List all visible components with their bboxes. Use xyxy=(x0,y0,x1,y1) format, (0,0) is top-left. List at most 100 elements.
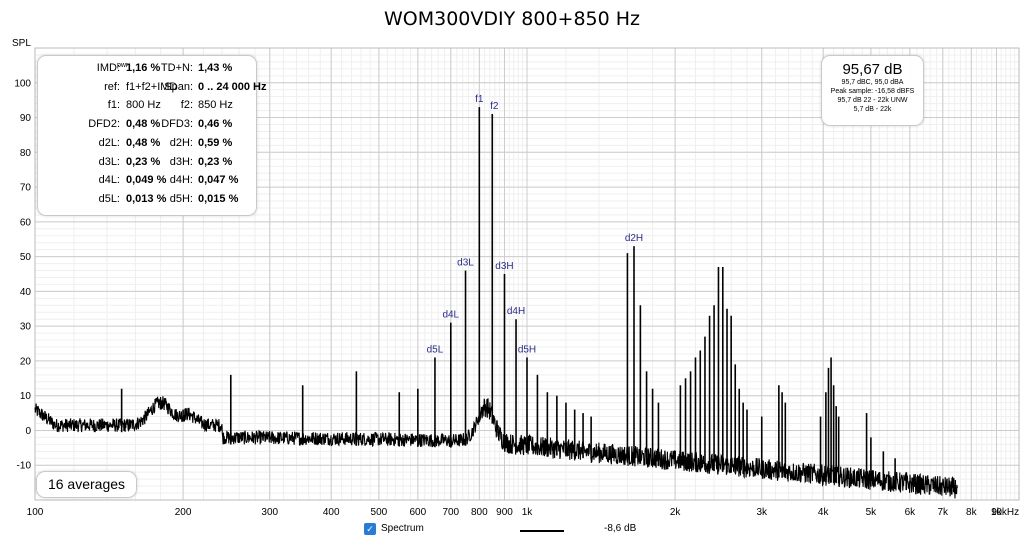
averages-badge: 16 averages xyxy=(36,471,137,498)
y-tick-label: 100 xyxy=(14,78,31,89)
imd-key-right: d3H: xyxy=(169,155,193,168)
peak-label-f1: f1 xyxy=(475,94,484,105)
imd-key-left: d4L: xyxy=(98,174,120,187)
imd-value-right: 0,23 % xyxy=(198,155,233,168)
y-tick-label: 40 xyxy=(20,287,32,298)
peak-label-d2H: d2H xyxy=(625,233,643,244)
y-tick-label: 90 xyxy=(20,113,32,124)
y-tick-label: 0 xyxy=(25,426,31,437)
imd-row: d2L: 0,48 % d2H: 0,59 % xyxy=(38,137,256,155)
imd-key-right: DFD3: xyxy=(161,118,193,131)
imd-row: f1: 800 Hz f2: 850 Hz xyxy=(38,99,256,117)
x-tick-label: 700 xyxy=(442,507,459,518)
y-axis-label: SPL xyxy=(12,38,31,49)
imd-row: d4L: 0,049 % d4H: 0,047 % xyxy=(38,174,256,192)
y-tick-label: 20 xyxy=(20,356,32,367)
x-tick-label: 3k xyxy=(756,507,768,518)
x-tick-label: 2k xyxy=(670,507,682,518)
imd-results-panel: IMD pwr:1,16 % TD+N: 1,43 % ref: f1+f2+IMD Spa… xyxy=(37,55,267,216)
x-tick-label: 900 xyxy=(496,507,513,518)
imd-value-left: 1,16 % xyxy=(126,62,161,74)
imd-key-left: IMD pwr: xyxy=(96,62,129,74)
x-tick-label: 500 xyxy=(371,507,388,518)
imd-key-right: TD+N: xyxy=(160,62,193,74)
x-tick-label: 4k xyxy=(818,507,830,518)
peak-label-d4L: d4L xyxy=(442,310,459,321)
x-tick-label: 300 xyxy=(261,507,278,518)
x-tick-label: 600 xyxy=(410,507,427,518)
level-main-value: 95,67 dB xyxy=(842,61,903,78)
imd-value-left: 0,049 % xyxy=(126,174,167,187)
level-unweighted-line: 95,7 dB 22 - 22k UNW xyxy=(837,97,908,104)
x-tick-label: 10kHz xyxy=(991,507,1019,518)
legend-line-swatch xyxy=(520,530,564,532)
legend-series-name[interactable]: Spectrum xyxy=(381,523,424,534)
imd-key-right: d5H: xyxy=(169,192,193,205)
spectrum-trace-group xyxy=(34,107,958,499)
x-tick-label: 400 xyxy=(323,507,340,518)
y-tick-label: 10 xyxy=(20,391,32,402)
imd-key-left: d2L: xyxy=(98,136,120,149)
spectrum-visibility-checkbox[interactable]: ✓ xyxy=(364,523,376,535)
imd-row: IMD pwr:1,16 % TD+N: 1,43 % xyxy=(38,62,256,80)
imd-subscript: pwr xyxy=(116,62,129,69)
imd-value-right: 850 Hz xyxy=(198,99,233,112)
imd-value-right: 1,43 % xyxy=(198,62,233,74)
x-tick-label: 800 xyxy=(471,507,488,518)
imd-value-right: 0,047 % xyxy=(198,174,239,187)
x-tick-label: 200 xyxy=(175,507,192,518)
level-range-line: 5,7 dB - 22k xyxy=(853,106,892,113)
imd-value-left: 0,48 % xyxy=(126,136,161,149)
imd-row: DFD2: 0,48 % DFD3: 0,46 % xyxy=(38,118,256,136)
imd-value-left: f1+f2+IMD xyxy=(126,80,178,93)
imd-value-right: 0,59 % xyxy=(198,136,233,149)
peak-label-d5L: d5L xyxy=(427,344,444,355)
y-tick-label: -10 xyxy=(17,461,32,472)
y-tick-label: 70 xyxy=(20,183,32,194)
chart-title: WOM300VDIY 800+850 Hz xyxy=(383,8,641,30)
y-tick-label: 50 xyxy=(20,252,32,263)
x-tick-labels: 100 200 300 400 500 600 700 800 900 1k 2k 3k 4k 5k 6k 7… xyxy=(27,507,1020,518)
plot-frame xyxy=(34,47,1020,501)
x-tick-label: 100 xyxy=(27,507,44,518)
x-tick-label: 5k xyxy=(866,507,878,518)
imd-value-left: 0,23 % xyxy=(126,155,161,168)
imd-value-left: 0,48 % xyxy=(126,118,161,131)
imd-key-left: f1: xyxy=(107,99,120,112)
level-weighted-line: 95,7 dBC, 95,0 dBA xyxy=(841,79,904,86)
imd-key-left: d3L: xyxy=(98,155,120,168)
y-tick-labels: -10 0 10 20 30 40 50 60 70 80 90 100 xyxy=(14,78,31,471)
imd-row: d5L: 0,013 % d5H: 0,015 % xyxy=(38,193,256,211)
imd-value-left: 0,013 % xyxy=(126,192,167,205)
level-peak-line: Peak sample: -16,58 dBFS xyxy=(830,88,915,95)
imd-key-right: d2H: xyxy=(169,136,193,149)
imd-value-right: 0,015 % xyxy=(198,192,239,205)
imd-value-right: 0,46 % xyxy=(198,118,233,131)
imd-value-left: 800 Hz xyxy=(126,99,161,112)
peak-label-d3H: d3H xyxy=(495,261,513,272)
peak-label-f2: f2 xyxy=(490,101,499,112)
imd-key-right: Span: xyxy=(164,80,193,93)
spectrum-noise-trace xyxy=(34,396,958,499)
y-tick-label: 30 xyxy=(20,322,32,333)
imd-value-right: 0 .. 24 000 Hz xyxy=(198,80,267,93)
peak-label-d3L: d3L xyxy=(457,258,474,269)
peak-label-d5H: d5H xyxy=(518,344,536,355)
y-tick-label: 80 xyxy=(20,148,32,159)
x-tick-label: 1k xyxy=(522,507,534,518)
imd-row: ref: f1+f2+IMD Span: 0 .. 24 000 Hz xyxy=(38,80,266,99)
imd-key-left: d5L: xyxy=(98,192,120,205)
y-tick-label: 60 xyxy=(20,217,32,228)
peak-label-d4H: d4H xyxy=(507,306,525,317)
x-tick-label: 8k xyxy=(966,507,978,518)
level-meter-panel: 95,67 dB 95,7 dBC, 95,0 dBA Peak sample:… xyxy=(821,55,924,126)
legend: ✓ Spectrum -8,6 dB xyxy=(0,520,1024,540)
imd-row: d3L: 0,23 % d3H: 0,23 % xyxy=(38,156,256,174)
legend-series-value: -8,6 dB xyxy=(604,523,637,534)
imd-key-left: ref: xyxy=(104,80,120,93)
imd-key-right: d4H: xyxy=(169,174,193,187)
x-tick-label: 7k xyxy=(938,507,950,518)
imd-key-left: DFD2: xyxy=(88,118,120,131)
x-tick-label: 9k xyxy=(991,507,1003,518)
